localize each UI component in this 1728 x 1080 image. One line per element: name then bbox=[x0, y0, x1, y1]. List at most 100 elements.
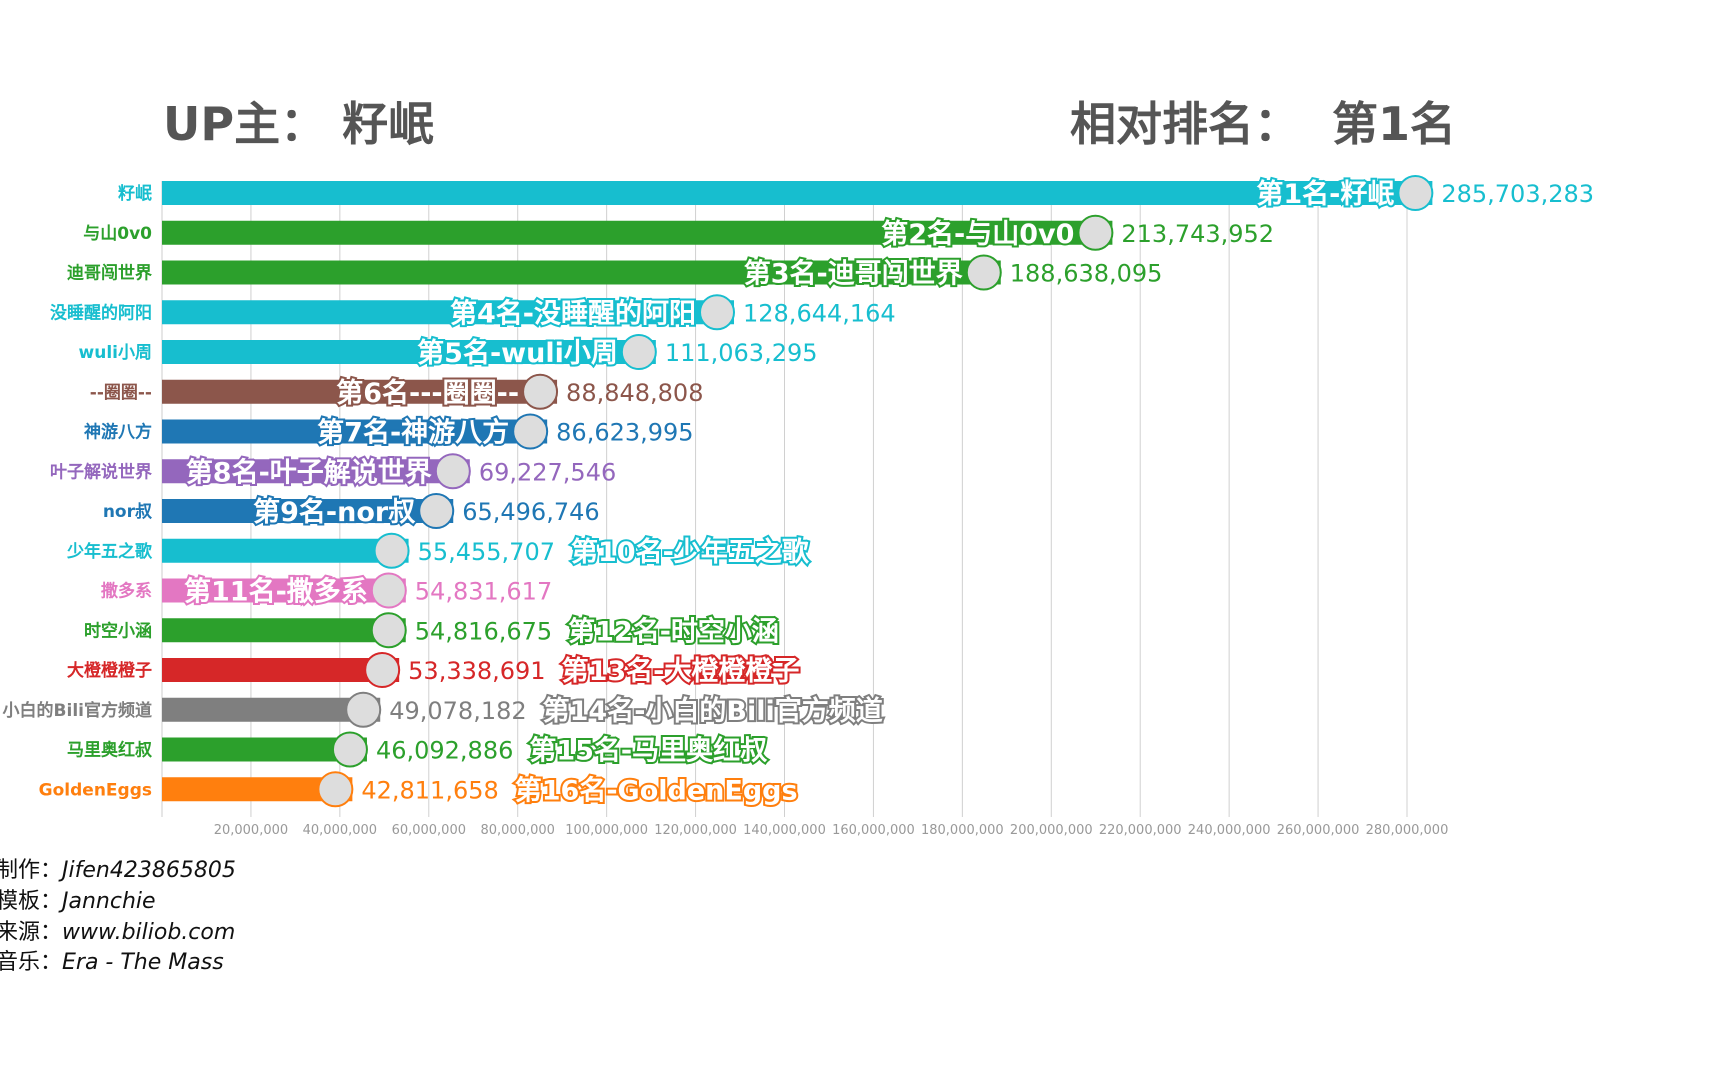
footer-label: 来源： bbox=[0, 920, 63, 945]
bar-label: 第12名-时空小涵 bbox=[568, 615, 779, 647]
footer-label: 制作： bbox=[0, 858, 63, 883]
footer-music: 音乐：Era - The Mass bbox=[0, 944, 224, 976]
bar bbox=[162, 658, 400, 682]
bar bbox=[162, 538, 409, 563]
value-label: 213,743,952 bbox=[1121, 220, 1274, 248]
value-label: 65,496,746 bbox=[462, 498, 599, 526]
value-label: 128,644,164 bbox=[743, 299, 896, 327]
y-category-label: 没睡醒的阿阳 bbox=[50, 302, 152, 323]
value-label: 53,338,691 bbox=[408, 657, 545, 685]
footer-value: Jifen423865805 bbox=[62, 858, 236, 883]
bar bbox=[162, 419, 548, 444]
y-category-label: 大橙橙橙子 bbox=[67, 660, 152, 681]
avatar-icon bbox=[345, 691, 382, 728]
footer-maker: 制作：Jifen423865805 bbox=[0, 852, 236, 884]
rank-title: 相对排名： 第1名 bbox=[1070, 88, 1456, 154]
avatar-icon bbox=[522, 373, 559, 410]
y-category-label: 迪哥闯世界 bbox=[67, 263, 152, 284]
bar-label: 第6名---圈圈-- bbox=[336, 377, 519, 409]
y-category-label: 马里奥红叔 bbox=[67, 740, 153, 761]
value-label: 42,811,658 bbox=[361, 776, 498, 804]
bar bbox=[162, 379, 558, 404]
bar-label: 第7名-神游八方 bbox=[317, 417, 509, 449]
x-tick-label: 220,000,000 bbox=[1099, 823, 1182, 838]
x-tick-label: 140,000,000 bbox=[743, 823, 826, 838]
bar-label: 第9名-nor叔 bbox=[253, 496, 416, 528]
footer-value: www.biliob.com bbox=[62, 920, 236, 945]
bar bbox=[162, 220, 1113, 245]
avatar-icon bbox=[317, 771, 354, 808]
y-category-label: 与山0v0 bbox=[83, 224, 152, 244]
avatar-icon bbox=[370, 612, 407, 649]
avatar-icon bbox=[434, 453, 471, 490]
y-category-label: 时空小涵 bbox=[84, 620, 152, 641]
y-category-label: 小白的Bili官方频道 bbox=[3, 700, 152, 721]
x-tick-label: 40,000,000 bbox=[303, 823, 377, 838]
bar-label: 第13名-大橙橙橙子 bbox=[562, 655, 800, 687]
up-label: UP主： bbox=[163, 97, 327, 151]
bar bbox=[162, 260, 1001, 285]
avatar-icon bbox=[965, 254, 1002, 291]
value-label: 54,831,617 bbox=[415, 578, 552, 606]
bar-label: 第3名-迪哥闯世界 bbox=[744, 258, 963, 290]
value-label: 188,638,095 bbox=[1010, 260, 1163, 288]
x-tick-label: 160,000,000 bbox=[832, 823, 915, 838]
bar bbox=[162, 618, 406, 643]
avatar-icon bbox=[364, 652, 401, 688]
x-tick-label: 100,000,000 bbox=[565, 823, 648, 838]
avatar-icon bbox=[373, 532, 410, 569]
up-title: UP主： 籽岷 bbox=[163, 88, 434, 154]
y-category-label: 少年五之歌 bbox=[66, 541, 153, 562]
avatar-icon bbox=[370, 572, 407, 609]
avatar-icon bbox=[418, 493, 455, 529]
footer-value: Era - The Mass bbox=[62, 950, 224, 975]
avatar-icon bbox=[331, 731, 368, 768]
bar-label: 第4名-没睡醒的阿阳 bbox=[450, 297, 696, 329]
footer-template: 模板：Jannchie bbox=[0, 883, 156, 915]
bar-label: 第1名-籽岷 bbox=[1256, 178, 1394, 210]
bar-label: 第15名-马里奥红叔 bbox=[529, 735, 768, 767]
y-category-label: 神游八方 bbox=[84, 422, 152, 443]
bar-label: 第2名-与山0v0 bbox=[881, 218, 1074, 250]
avatar-icon bbox=[620, 334, 657, 370]
bar-label: 第14名-小白的Bili官方频道 bbox=[543, 695, 883, 727]
rank-label: 相对排名： bbox=[1070, 97, 1300, 151]
bar-label: 第10名-少年五之歌 bbox=[571, 536, 810, 568]
value-label: 88,848,808 bbox=[566, 379, 703, 407]
x-tick-label: 240,000,000 bbox=[1188, 823, 1271, 838]
bar bbox=[162, 697, 381, 722]
value-label: 46,092,886 bbox=[376, 737, 513, 765]
avatar-icon bbox=[699, 294, 736, 331]
x-tick-label: 280,000,000 bbox=[1366, 823, 1449, 838]
y-category-label: GoldenEggs bbox=[39, 780, 152, 800]
bar-label: 第16名-GoldenEggs bbox=[515, 774, 798, 806]
rank-value: 第1名 bbox=[1332, 97, 1457, 151]
value-label: 285,703,283 bbox=[1441, 180, 1594, 208]
value-label: 55,455,707 bbox=[418, 538, 555, 566]
bar bbox=[162, 340, 656, 364]
y-category-label: nor叔 bbox=[103, 502, 153, 522]
value-label: 49,078,182 bbox=[389, 697, 526, 725]
y-category-label: 叶子解说世界 bbox=[50, 461, 152, 482]
avatar-icon bbox=[512, 413, 549, 450]
x-tick-label: 200,000,000 bbox=[1010, 823, 1093, 838]
footer-label: 音乐： bbox=[0, 950, 63, 975]
value-label: 69,227,546 bbox=[479, 458, 616, 486]
footer-label: 模板： bbox=[0, 889, 63, 914]
y-category-label: wuli小周 bbox=[79, 343, 152, 363]
avatar-icon bbox=[1077, 214, 1114, 251]
value-label: 111,063,295 bbox=[665, 339, 818, 367]
bar-label: 第8名-叶子解说世界 bbox=[186, 456, 432, 488]
y-category-label: --圈圈-- bbox=[90, 383, 152, 403]
up-name: 籽岷 bbox=[342, 97, 435, 151]
value-label: 54,816,675 bbox=[415, 617, 552, 645]
x-tick-label: 260,000,000 bbox=[1277, 823, 1360, 838]
footer-source: 来源：www.biliob.com bbox=[0, 914, 235, 946]
bar bbox=[162, 300, 735, 325]
x-tick-label: 80,000,000 bbox=[480, 823, 554, 838]
x-tick-label: 180,000,000 bbox=[921, 823, 1004, 838]
x-tick-label: 20,000,000 bbox=[214, 823, 288, 838]
footer-value: Jannchie bbox=[62, 889, 156, 914]
bar-label: 第11名-撒多系 bbox=[184, 576, 368, 608]
value-label: 86,623,995 bbox=[556, 419, 693, 447]
